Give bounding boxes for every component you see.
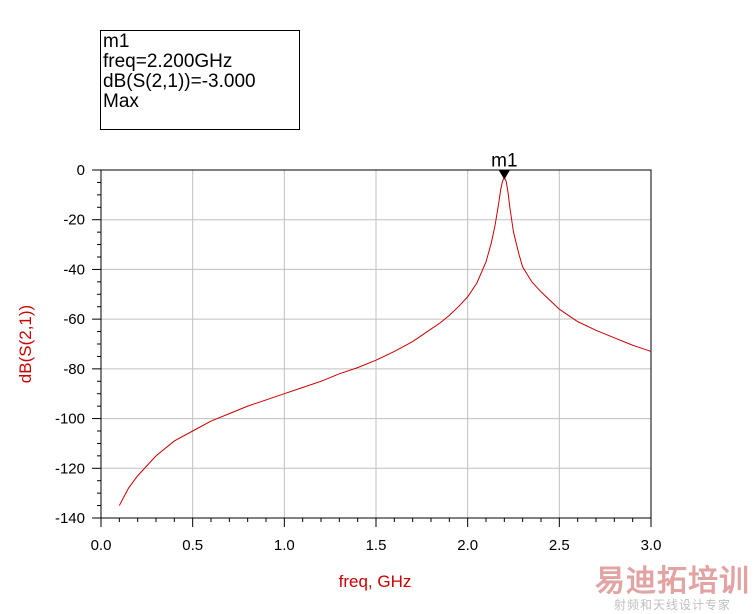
grid (101, 170, 651, 518)
x-tick-label: 1.0 (274, 537, 295, 554)
watermark: 易迪拓培训 射频和天线设计专家 (595, 564, 750, 613)
x-axis-label: freq, GHz (339, 572, 412, 591)
tick-labels: 0.0 0.5 1.0 1.5 2.0 2.5 3.0 0 -20 -40 -60 -80 -100 -1… (55, 162, 661, 554)
y-tick-label: -40 (63, 261, 85, 278)
marker-readout-box: m1 freq=2.200GHz dB(S(2,1))=-3.000 Max (100, 30, 300, 130)
marker: m1 (491, 150, 518, 180)
ticks (92, 169, 652, 527)
series (118, 176, 652, 506)
y-tick-label: -80 (63, 361, 85, 378)
x-tick-label: 2.0 (457, 537, 478, 554)
marker-label: m1 (491, 150, 517, 171)
watermark-sub: 射频和天线设计专家 (613, 598, 731, 612)
marker-triangle (498, 169, 511, 180)
y-tick-label: -20 (63, 212, 85, 229)
series-line (118, 176, 652, 506)
x-tick-label: 0.5 (182, 537, 203, 554)
y-tick-label: -140 (55, 510, 85, 527)
marker-readout-type: Max (103, 91, 139, 112)
watermark-main: 易迪拓培训 (595, 564, 750, 599)
y-tick-label: 0 (77, 162, 85, 179)
y-tick-label: -60 (63, 311, 85, 328)
x-tick-label: 0.0 (91, 537, 112, 554)
x-tick-label: 1.5 (366, 537, 387, 554)
y-tick-label: -100 (55, 411, 85, 428)
y-tick-label: -120 (55, 460, 85, 477)
x-tick-label: 3.0 (641, 537, 662, 554)
marker-readout-value: dB(S(2,1))=-3.000 (103, 71, 256, 92)
y-axis-label: dB(S(2,1)) (16, 305, 35, 383)
marker-readout-freq: freq=2.200GHz (103, 51, 233, 72)
x-tick-label: 2.5 (549, 537, 570, 554)
marker-readout-name: m1 (103, 31, 130, 52)
